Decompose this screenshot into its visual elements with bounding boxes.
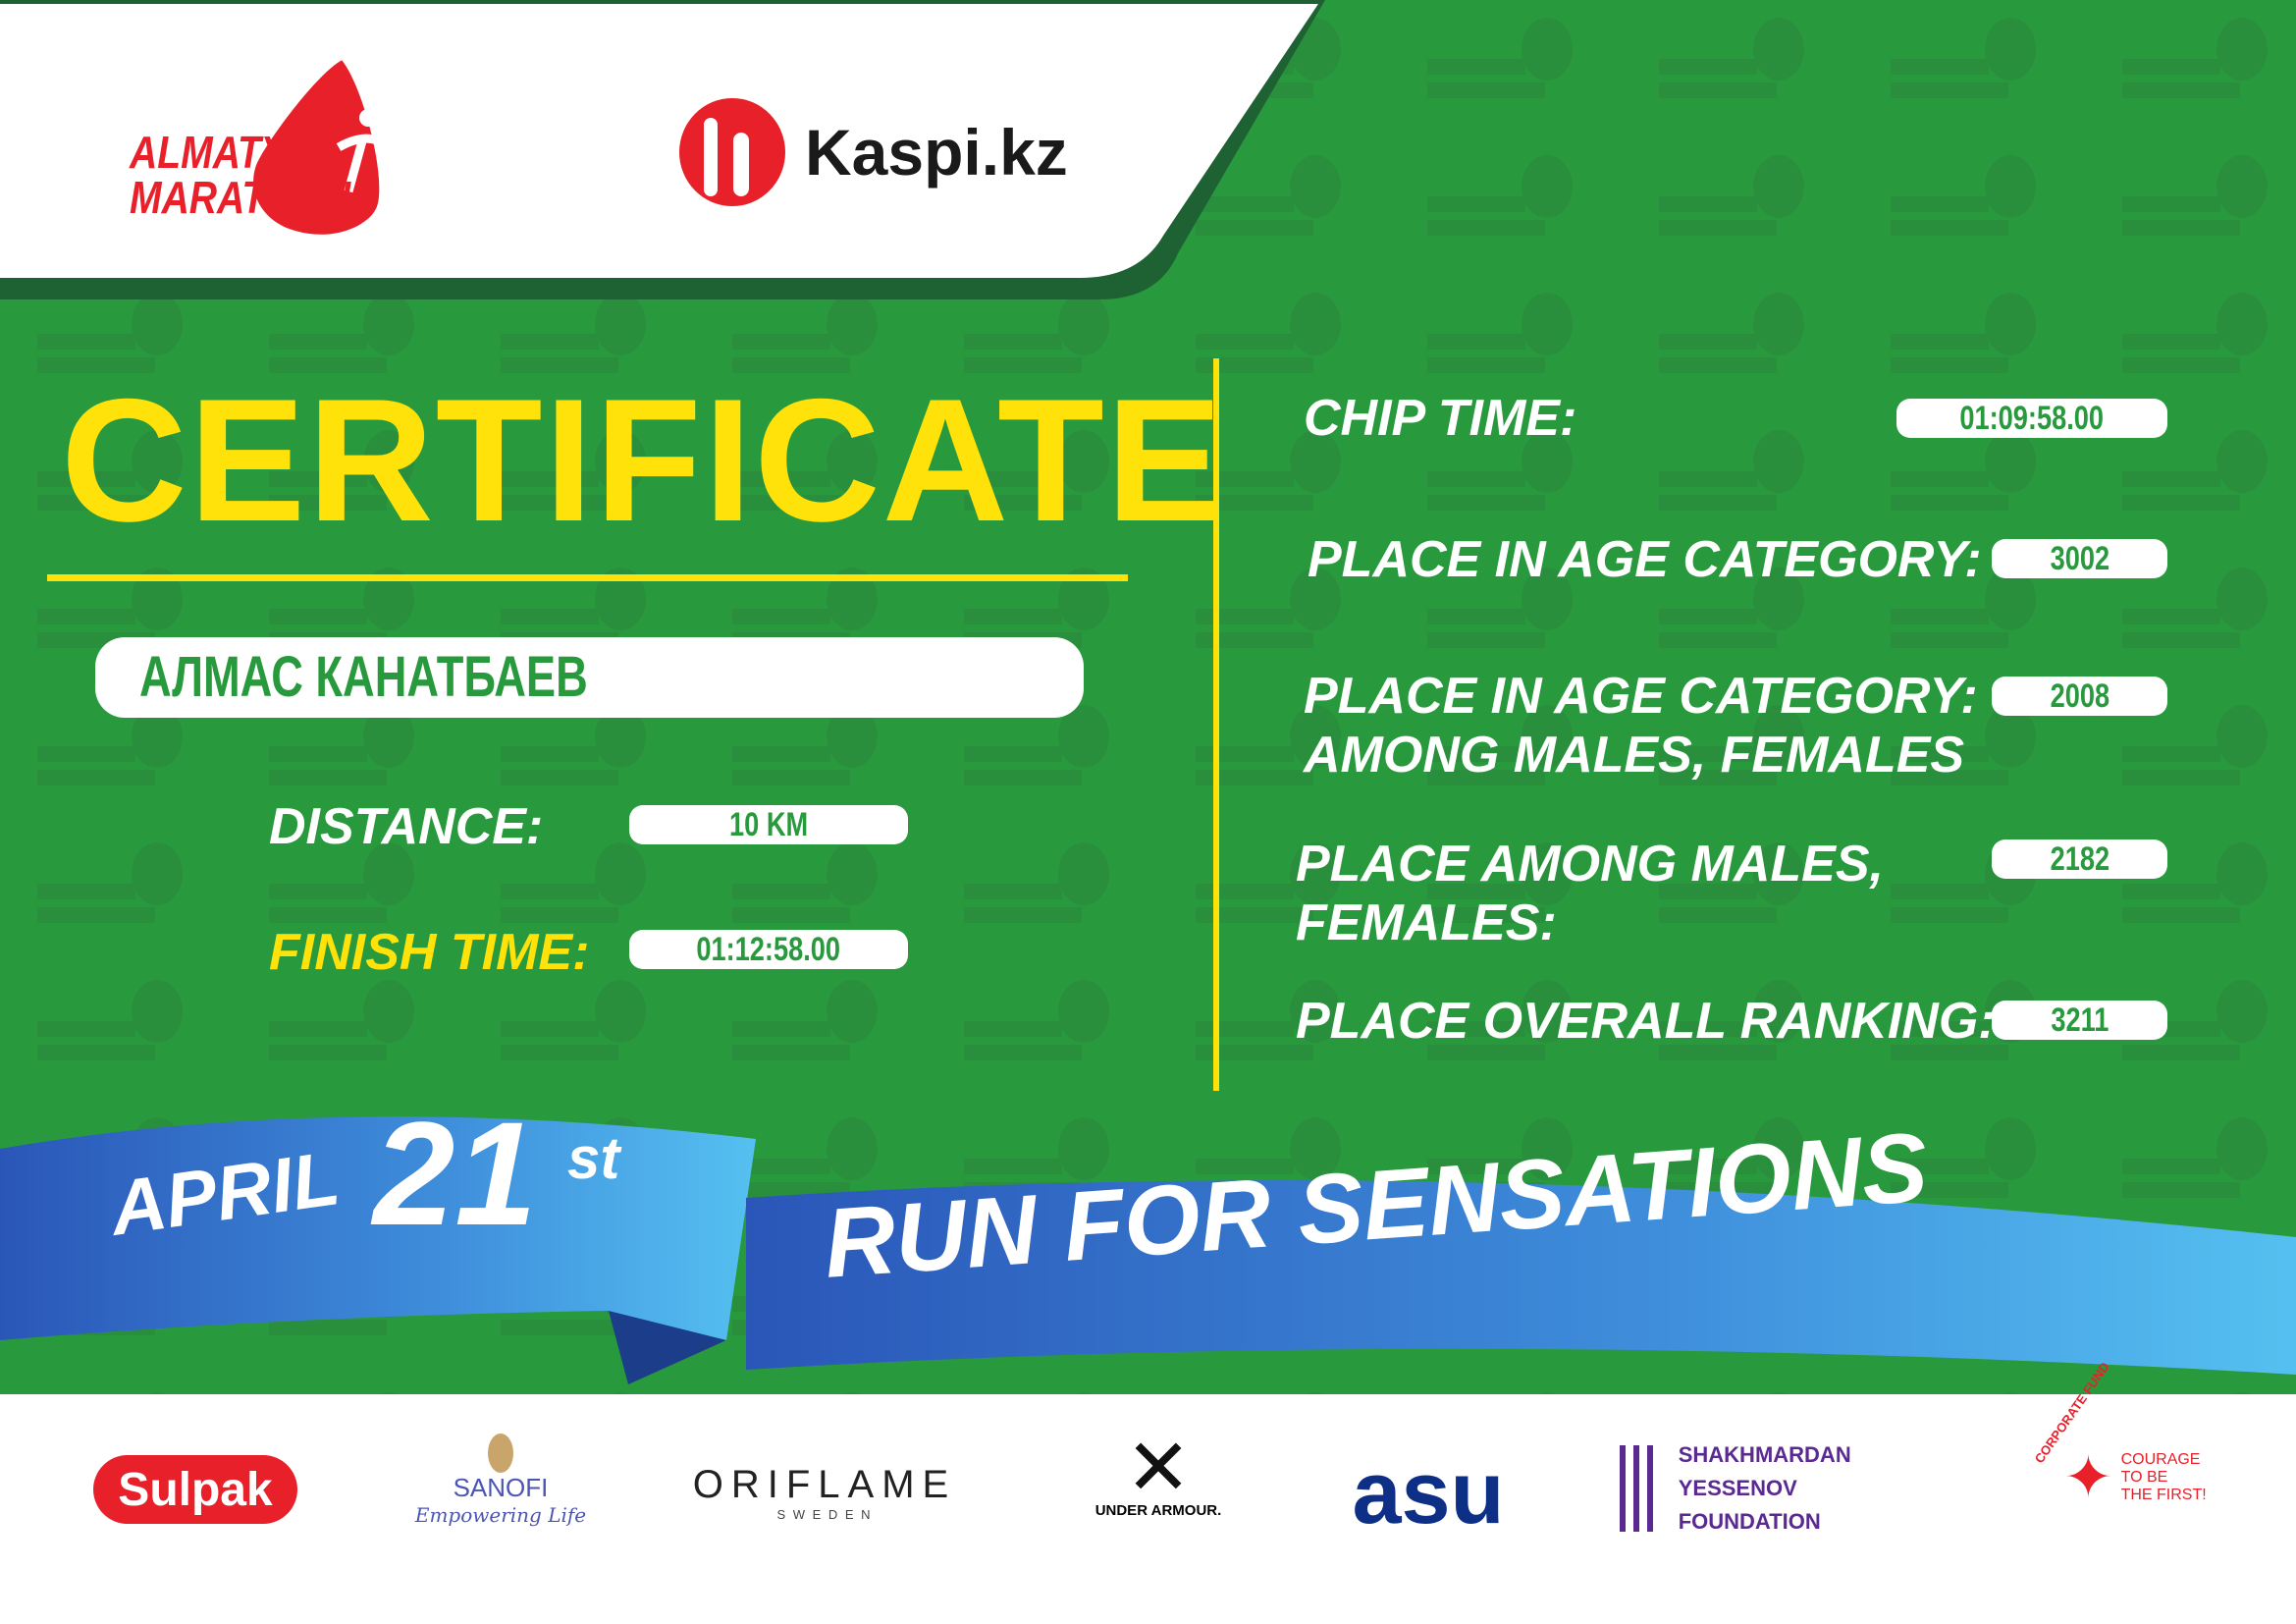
sulpak-logo: Sulpak <box>93 1455 297 1524</box>
name-field <box>95 637 1084 718</box>
title-underline <box>47 574 1128 581</box>
runner-drop-icon <box>253 60 397 235</box>
sanofi-mark-icon <box>488 1434 513 1473</box>
sanofi-logo: SANOFI Empowering Life <box>412 1434 589 1527</box>
date-day: 21 <box>373 1091 537 1256</box>
age-category-label: PLACE IN AGE CATEGORY: <box>1308 531 1982 588</box>
age-gender-value: 2008 <box>1992 677 2167 716</box>
kaspi-text: Kaspi.kz <box>805 116 1068 189</box>
certificate-title: CERTIFICATE <box>61 362 1225 558</box>
distance-label: DISTANCE: <box>269 798 544 855</box>
gender-place-label: PLACE AMONG MALES, FEMALES: <box>1296 836 1884 951</box>
under-armour-logo: ✕ UNDER ARMOUR. <box>1095 1424 1222 1520</box>
kaspi-figures-icon <box>679 98 785 206</box>
yessenov-logo: SHAKHMARDAN YESSENOV FOUNDATION <box>1620 1438 1944 1539</box>
chip-time-label: CHIP TIME: <box>1304 390 1577 447</box>
logo-text-marathon: MARATHON <box>130 172 351 223</box>
kaspi-logo: Kaspi.kz <box>679 98 1068 206</box>
finish-time-value: 01:12:58.00 <box>629 930 908 969</box>
distance-value: 10 KM <box>629 805 908 844</box>
courage-figure-icon: ✦ <box>2063 1444 2113 1510</box>
date-suffix: st <box>567 1125 620 1191</box>
courage-fund-logo: ✦ COURAGE TO BE THE FIRST! <box>2063 1444 2207 1510</box>
asu-logo: asu <box>1352 1444 1505 1543</box>
overall-ranking-value: 3211 <box>1992 1001 2167 1040</box>
oriflame-logo: ORIFLAME S W E D E N <box>692 1463 957 1522</box>
divider-line <box>1213 358 1219 1091</box>
date-ribbon <box>0 1116 2296 1384</box>
logo-text-almaty: ALMATY <box>130 127 287 178</box>
age-category-value: 3002 <box>1992 539 2167 578</box>
gender-place-value: 2182 <box>1992 839 2167 879</box>
finish-time-label: FINISH TIME: <box>269 924 590 981</box>
yessenov-mark-icon <box>1620 1445 1655 1532</box>
participant-name: АЛМАС КАНАТБАЕВ <box>139 645 588 709</box>
age-gender-label: PLACE IN AGE CATEGORY: AMONG MALES, FEMAL… <box>1304 668 1978 784</box>
chip-time-value: 01:09:58.00 <box>1896 399 2167 438</box>
overall-ranking-label: PLACE OVERALL RANKING: <box>1296 993 1996 1050</box>
almaty-marathon-logo: ALMATY MARATHON <box>128 59 461 241</box>
ua-mark-icon: ✕ <box>1125 1424 1192 1511</box>
